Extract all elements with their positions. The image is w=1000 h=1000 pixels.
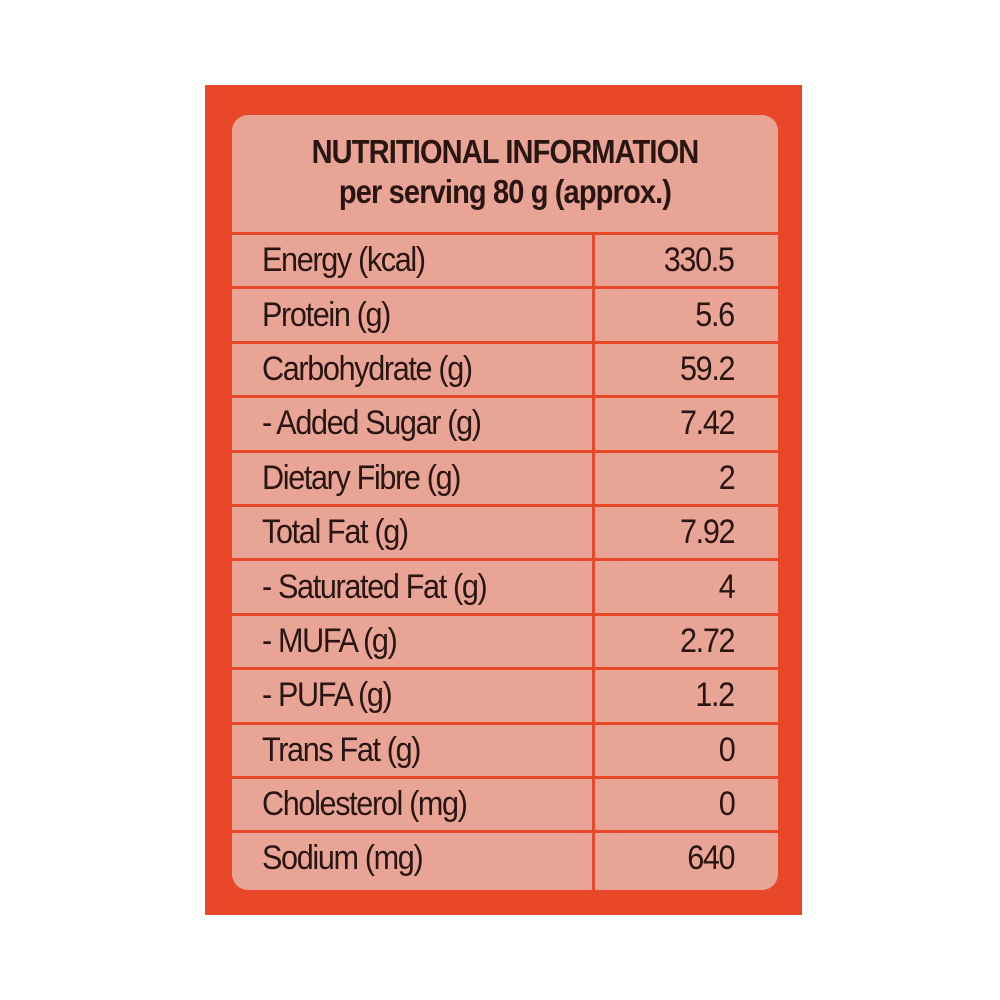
nutrient-value: 5.6 [695, 295, 736, 334]
table-row: Protein (g) 5.6 [232, 286, 778, 340]
table-row: Carbohydrate (g) 59.2 [232, 340, 778, 395]
nutrient-value: 59.2 [679, 349, 736, 388]
nutrient-name: Cholesterol (mg) [262, 785, 468, 824]
nutrient-name: - Added Sugar (g) [262, 404, 482, 443]
nutrient-name: - PUFA (g) [262, 676, 393, 715]
nutrient-name: - Saturated Fat (g) [262, 567, 488, 606]
nutrient-value: 0 [718, 730, 735, 769]
table-row: - MUFA (g) 2.72 [232, 612, 778, 667]
nutrient-name: Trans Fat (g) [262, 730, 421, 769]
nutrient-value: 640 [686, 839, 735, 878]
table-row: Energy (kcal) 330.5 [232, 232, 778, 286]
nutrition-panel: NUTRITIONAL INFORMATION per serving 80 g… [232, 115, 778, 890]
nutrient-name: Energy (kcal) [262, 241, 426, 280]
nutrient-value: 7.42 [679, 404, 736, 443]
nutrient-value: 1.2 [695, 676, 736, 715]
table-row: - Added Sugar (g) 7.42 [232, 395, 778, 449]
nutrient-value: 330.5 [664, 241, 735, 280]
table-row: Total Fat (g) 7.92 [232, 503, 778, 558]
subtitle: per serving 80 g (approx.) [338, 173, 672, 210]
table-row: Sodium (mg) 640 [232, 830, 778, 884]
table-row: - PUFA (g) 1.2 [232, 667, 778, 721]
nutrition-table: Energy (kcal) 330.5 Protein (g) 5.6 Carbohyd… [232, 232, 778, 885]
nutrient-value: 4 [718, 567, 735, 606]
column-divider [592, 232, 595, 890]
title: NUTRITIONAL INFORMATION [311, 133, 700, 170]
table-row: - Saturated Fat (g) 4 [232, 558, 778, 612]
nutrient-value: 2 [718, 458, 735, 497]
nutrient-name: Total Fat (g) [262, 513, 409, 552]
table-row: Trans Fat (g) 0 [232, 721, 778, 776]
nutrient-name: Dietary Fibre (g) [262, 458, 461, 497]
label-background: NUTRITIONAL INFORMATION per serving 80 g… [205, 85, 802, 915]
nutrient-value: 0 [718, 785, 735, 824]
nutrient-value: 7.92 [679, 513, 736, 552]
nutrient-name: Protein (g) [262, 295, 391, 334]
table-row: Cholesterol (mg) 0 [232, 775, 778, 830]
nutrient-name: Sodium (mg) [262, 839, 424, 878]
nutrient-name: Carbohydrate (g) [262, 349, 473, 388]
nutrient-value: 2.72 [679, 621, 736, 660]
nutrient-name: - MUFA (g) [262, 621, 398, 660]
table-row: Dietary Fibre (g) 2 [232, 449, 778, 504]
